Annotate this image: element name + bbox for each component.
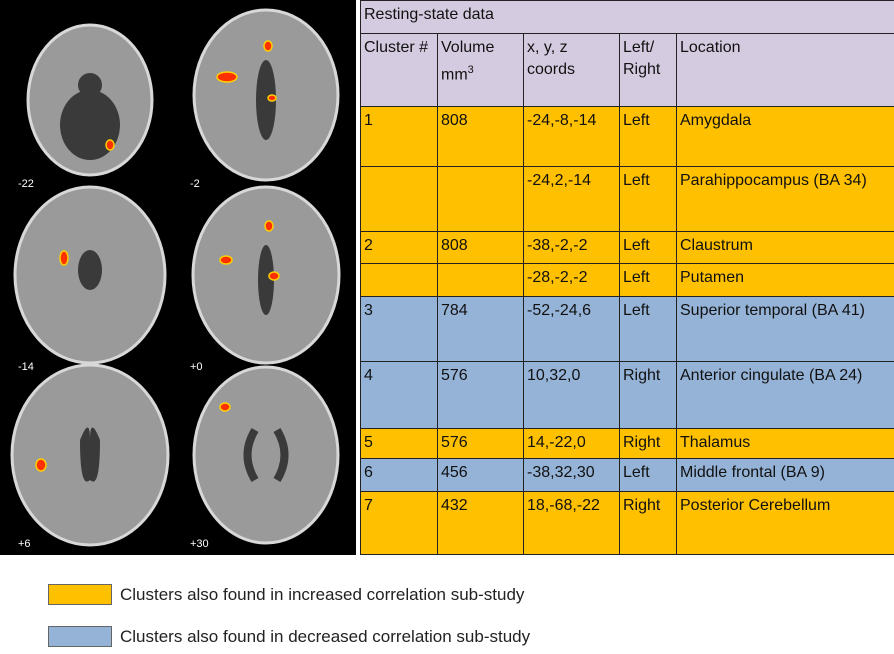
table-cell xyxy=(361,167,438,232)
table-cell: Left xyxy=(620,459,677,492)
table-cell: Right xyxy=(620,429,677,459)
table-cell: Left xyxy=(620,232,677,264)
table-cell xyxy=(438,264,524,297)
table-cell: 4 xyxy=(361,362,438,429)
header-text: Volume mm xyxy=(441,39,494,83)
table-cell: -52,-24,6 xyxy=(524,297,620,362)
legend-label: Clusters also found in decreased correla… xyxy=(120,627,530,647)
table-cell xyxy=(438,167,524,232)
column-header: Cluster # xyxy=(361,34,438,107)
legend-label: Clusters also found in increased correla… xyxy=(120,585,524,605)
table-cell: 456 xyxy=(438,459,524,492)
table-cell: Parahippocampus (BA 34) xyxy=(677,167,894,232)
column-header: Location xyxy=(677,34,894,107)
table-cell: 784 xyxy=(438,297,524,362)
column-header: x, y, z coords xyxy=(524,34,620,107)
brain-panel: -22 -2 -14 +0 +6 +30 xyxy=(0,0,356,555)
table-cell: -24,-8,-14 xyxy=(524,107,620,167)
header-superscript: 3 xyxy=(468,64,474,76)
table-cell: -38,32,30 xyxy=(524,459,620,492)
table-cell: Thalamus xyxy=(677,429,894,459)
table-cell: 6 xyxy=(361,459,438,492)
table-cell: -28,-2,-2 xyxy=(524,264,620,297)
slice-label: -22 xyxy=(18,178,34,190)
table-cell: 1 xyxy=(361,107,438,167)
legend-item: Clusters also found in decreased correla… xyxy=(48,626,530,647)
title-row: Resting-state data xyxy=(361,1,894,34)
table-cell: 14,-22,0 xyxy=(524,429,620,459)
slice-label: +0 xyxy=(190,361,203,373)
table-title: Resting-state data xyxy=(361,1,894,34)
table-cell: 576 xyxy=(438,429,524,459)
table-cell: 2 xyxy=(361,232,438,264)
column-header: Volume mm3 xyxy=(438,34,524,107)
legend-swatch xyxy=(48,626,112,647)
page: -22-2-14+0+6+30 Resting-state dataCluste… xyxy=(0,0,894,654)
table-cell: Putamen xyxy=(677,264,894,297)
table-cell: 5 xyxy=(361,429,438,459)
table-cell: -38,-2,-2 xyxy=(524,232,620,264)
table-cell: -24,2,-14 xyxy=(524,167,620,232)
table-cell: 3 xyxy=(361,297,438,362)
slice-label: +6 xyxy=(18,538,31,550)
table-cell: Superior temporal (BA 41) xyxy=(677,297,894,362)
slice-label: +30 xyxy=(190,538,209,550)
table-cell: 18,-68,-22 xyxy=(524,492,620,555)
table-cell: Middle frontal (BA 9) xyxy=(677,459,894,492)
table-cell: Left xyxy=(620,107,677,167)
slice-label: -2 xyxy=(190,178,200,190)
table-cell: Amygdala xyxy=(677,107,894,167)
table-cell: Left xyxy=(620,264,677,297)
table-cell: Claustrum xyxy=(677,232,894,264)
table-cell xyxy=(361,264,438,297)
table-cell: 808 xyxy=(438,232,524,264)
table-cell: Right xyxy=(620,492,677,555)
table-cell: 10,32,0 xyxy=(524,362,620,429)
table-cell: Anterior cingulate (BA 24) xyxy=(677,362,894,429)
table-cell: Right xyxy=(620,362,677,429)
table-cell: 7 xyxy=(361,492,438,555)
table-cell: 576 xyxy=(438,362,524,429)
slice-label: -14 xyxy=(18,361,34,373)
table-cell: 432 xyxy=(438,492,524,555)
table-cell: 808 xyxy=(438,107,524,167)
column-header: Left/ Right xyxy=(620,34,677,107)
legend-swatch xyxy=(48,584,112,605)
table-cell: Left xyxy=(620,167,677,232)
table-cell: Left xyxy=(620,297,677,362)
table-cell: Posterior Cerebellum xyxy=(677,492,894,555)
legend-item: Clusters also found in increased correla… xyxy=(48,584,524,605)
